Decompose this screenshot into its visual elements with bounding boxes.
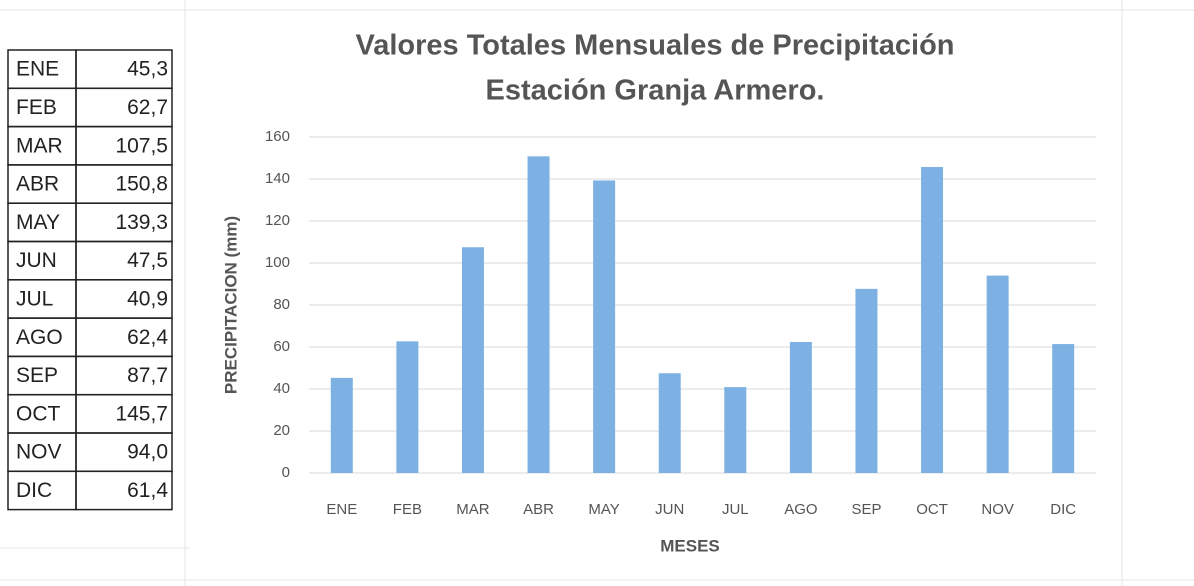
- chart-title: Valores Totales Mensuales de Precipitaci…: [355, 30, 954, 62]
- month-cell: DIC: [16, 479, 52, 502]
- bar: [724, 387, 747, 473]
- x-tick-label: FEB: [393, 501, 422, 518]
- value-cell: 107,5: [115, 134, 168, 157]
- y-tick-label: 20: [273, 422, 290, 439]
- month-cell: ENE: [16, 58, 59, 81]
- x-tick-label: ENE: [326, 501, 357, 518]
- y-tick-label: 80: [273, 296, 290, 313]
- bar: [461, 247, 484, 473]
- month-cell: JUL: [16, 287, 53, 310]
- bar: [527, 156, 550, 473]
- value-cell: 62,7: [127, 96, 168, 119]
- bar: [855, 288, 878, 473]
- x-tick-label: NOV: [981, 501, 1014, 518]
- value-cell: 47,5: [127, 249, 168, 272]
- month-cell: FEB: [16, 96, 57, 119]
- bar: [921, 167, 944, 473]
- month-cell: OCT: [16, 402, 61, 425]
- y-tick-label: 0: [282, 464, 290, 481]
- value-cell: 62,4: [127, 326, 168, 349]
- x-tick-label: MAR: [456, 501, 490, 518]
- bar: [1052, 344, 1075, 473]
- value-cell: 87,7: [127, 364, 168, 387]
- x-tick-label: DIC: [1050, 501, 1076, 518]
- bar: [593, 180, 616, 473]
- value-cell: 61,4: [127, 479, 168, 502]
- month-cell: NOV: [16, 441, 62, 464]
- month-cell: AGO: [16, 326, 63, 349]
- x-tick-label: JUL: [722, 501, 749, 518]
- y-tick-label: 100: [265, 254, 290, 271]
- x-tick-label: JUN: [655, 501, 684, 518]
- month-cell: MAR: [16, 134, 63, 157]
- y-tick-label: 140: [265, 170, 290, 187]
- y-tick-label: 160: [265, 128, 290, 145]
- x-tick-label: SEP: [851, 501, 881, 518]
- month-cell: ABR: [16, 173, 59, 196]
- y-tick-label: 40: [273, 380, 290, 397]
- value-cell: 145,7: [115, 402, 168, 425]
- bar: [330, 377, 353, 473]
- x-tick-label: MAY: [588, 501, 619, 518]
- y-axis-label: PRECIPITACION (mm): [221, 216, 240, 394]
- x-axis-label: MESES: [660, 536, 720, 555]
- value-cell: 40,9: [127, 287, 168, 310]
- value-cell: 139,3: [115, 211, 168, 234]
- x-tick-label: ABR: [523, 501, 554, 518]
- month-cell: SEP: [16, 364, 58, 387]
- y-tick-label: 60: [273, 338, 290, 355]
- bar: [658, 373, 681, 473]
- x-tick-label: OCT: [916, 501, 948, 518]
- value-cell: 150,8: [115, 173, 168, 196]
- month-cell: MAY: [16, 211, 60, 234]
- y-tick-label: 120: [265, 212, 290, 229]
- bar: [986, 275, 1009, 473]
- bar: [396, 341, 419, 473]
- bar: [789, 341, 812, 473]
- month-cell: JUN: [16, 249, 57, 272]
- value-cell: 45,3: [127, 58, 168, 81]
- chart-subtitle: Estación Granja Armero.: [486, 75, 825, 107]
- value-cell: 94,0: [127, 441, 168, 464]
- table-cell: [75, 470, 173, 511]
- x-tick-label: AGO: [784, 501, 817, 518]
